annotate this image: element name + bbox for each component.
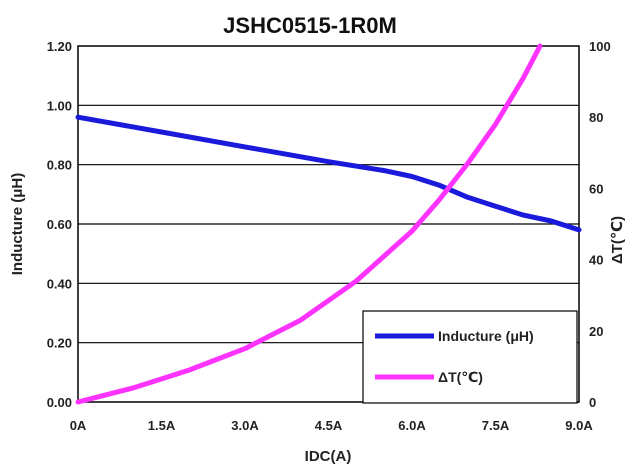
y-axis-ticks: 0.00 0.20 0.40 0.60 0.80 1.00 1.20	[47, 39, 72, 410]
y2-axis-label: ΔT(℃)	[609, 216, 626, 264]
legend: Inducture (μH) ΔT(℃)	[362, 310, 578, 404]
legend-box	[362, 310, 578, 404]
y-tick-label: 0.00	[47, 395, 72, 410]
x-axis-label: IDC(A)	[305, 448, 352, 465]
y2-tick-label: 40	[589, 253, 603, 268]
y-tick-label: 0.20	[47, 336, 72, 351]
x-axis-ticks: 0A 1.5A 3.0A 4.5A 6.0A 7.5A 9.0A	[70, 418, 594, 433]
x-tick-label: 1.5A	[148, 418, 176, 433]
series-line-1	[75, 43, 543, 405]
y-tick-label: 0.40	[47, 276, 72, 291]
y-axis-label: Inducture (μH)	[9, 173, 26, 276]
y2-tick-label: 100	[589, 39, 611, 54]
legend-label-delta-t: ΔT(℃)	[438, 369, 483, 385]
plot-frame	[77, 45, 580, 403]
y-tick-label: 1.20	[47, 39, 72, 54]
y2-tick-label: 80	[589, 110, 603, 125]
x-tick-label: 9.0A	[565, 418, 593, 433]
y-tick-label: 0.60	[47, 217, 72, 232]
y-tick-label: 0.80	[47, 158, 72, 173]
series-lines	[75, 43, 582, 405]
y2-axis-ticks: 0 20 40 60 80 100	[589, 39, 611, 410]
x-tick-label: 0A	[70, 418, 87, 433]
x-tick-label: 6.0A	[398, 418, 426, 433]
chart-title: JSHC0515-1R0M	[223, 13, 397, 38]
series-line-0	[75, 114, 582, 233]
x-tick-label: 7.5A	[482, 418, 510, 433]
legend-label-inductance: Inducture (μH)	[438, 328, 534, 344]
y-tick-label: 1.00	[47, 98, 72, 113]
y2-tick-label: 60	[589, 181, 603, 196]
x-tick-label: 3.0A	[231, 418, 259, 433]
x-tick-label: 4.5A	[315, 418, 343, 433]
gridlines	[78, 104, 579, 344]
y2-tick-label: 0	[589, 395, 596, 410]
y2-tick-label: 20	[589, 324, 603, 339]
